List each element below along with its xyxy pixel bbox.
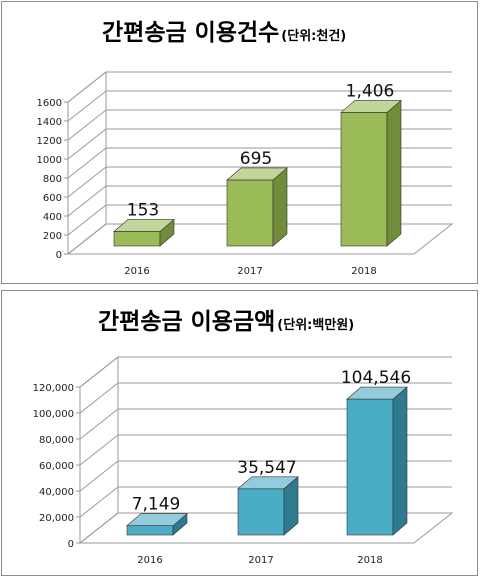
gridline <box>79 486 452 518</box>
bar-top <box>126 513 188 527</box>
y-tick-label: 200 <box>43 231 62 242</box>
chart-panel-transactions: 간편송금 이용건수 (단위:천건) 0 200 400 600 800 1000 1200 140… <box>1 1 478 284</box>
y-tick-label: 1400 <box>37 117 62 128</box>
y-tick-label: 40,000 <box>39 487 74 498</box>
gridline <box>67 128 452 160</box>
bar-side <box>386 99 402 247</box>
amount-chart: 간편송금 이용금액 (단위:백만원) 0 20,000 40,000 60,000 80,0… <box>33 309 454 566</box>
bar-top <box>113 219 175 232</box>
gridline <box>67 223 452 255</box>
data-label: 1,406 <box>346 81 395 101</box>
gridline <box>79 512 452 544</box>
data-label: 695 <box>240 149 272 169</box>
gridline <box>67 71 452 103</box>
bar-top <box>237 476 299 490</box>
y-tick-label: 1200 <box>37 136 62 147</box>
bar-front <box>237 488 285 536</box>
x-category-label: 2017 <box>248 555 273 566</box>
transactions-chart: 간편송금 이용건수 (단위:천건) 0 200 400 600 800 1000 1200 140… <box>37 20 454 277</box>
bar-front <box>226 179 274 247</box>
chart-title: 간편송금 이용금액 (단위:백만원) <box>98 309 354 335</box>
x-category-label: 2016 <box>137 555 162 566</box>
y-tick-label: 600 <box>43 193 62 204</box>
data-label: 7,149 <box>132 495 181 515</box>
chart-panel-amount: 간편송금 이용금액 (단위:백만원) 0 20,000 40,000 60,000 80,0… <box>1 290 478 576</box>
gridline <box>79 408 452 440</box>
bar-front <box>126 525 174 536</box>
gridline <box>79 356 452 388</box>
gridline <box>67 204 452 236</box>
bar-side <box>392 386 408 536</box>
y-tick-label: 120,000 <box>33 383 74 394</box>
bar-side <box>272 167 288 247</box>
bar-front <box>113 231 161 247</box>
data-label: 104,546 <box>341 368 411 388</box>
x-category-label: 2016 <box>124 266 149 277</box>
gridline <box>67 166 452 198</box>
bar-front <box>340 112 388 247</box>
gridline <box>79 434 452 466</box>
chart-title: 간편송금 이용건수 (단위:천건) <box>102 20 346 46</box>
bar-front <box>346 398 394 536</box>
data-label: 35,547 <box>237 458 296 478</box>
gridline <box>79 460 452 492</box>
x-category-label: 2018 <box>357 555 382 566</box>
y-tick-label: 80,000 <box>39 435 74 446</box>
chart-unit-label: (단위:백만원) <box>277 317 354 333</box>
y-tick-label: 100,000 <box>33 409 74 420</box>
gridline <box>67 109 452 141</box>
x-category-label: 2017 <box>237 266 262 277</box>
y-tick-label: 400 <box>43 212 62 223</box>
y-tick-label: 20,000 <box>39 513 74 524</box>
gridline <box>67 185 452 217</box>
bar-top <box>226 167 288 181</box>
bar-top <box>340 100 402 113</box>
gridline <box>67 90 452 122</box>
y-tick-label: 0 <box>56 250 62 261</box>
gridline <box>79 382 452 414</box>
y-tick-label: 1000 <box>37 155 62 166</box>
y-tick-label: 60,000 <box>39 461 74 472</box>
chart-title-main: 간편송금 이용금액 <box>98 309 275 335</box>
y-tick-label: 1600 <box>37 98 62 109</box>
x-category-label: 2018 <box>351 266 376 277</box>
bar-top <box>346 386 408 400</box>
y-tick-label: 0 <box>68 539 74 550</box>
gridline <box>67 147 452 179</box>
chart-unit-label: (단위:천건) <box>281 28 346 44</box>
chart-title-main: 간편송금 이용건수 <box>102 20 279 46</box>
data-label: 153 <box>127 200 159 220</box>
y-tick-label: 800 <box>43 174 62 185</box>
